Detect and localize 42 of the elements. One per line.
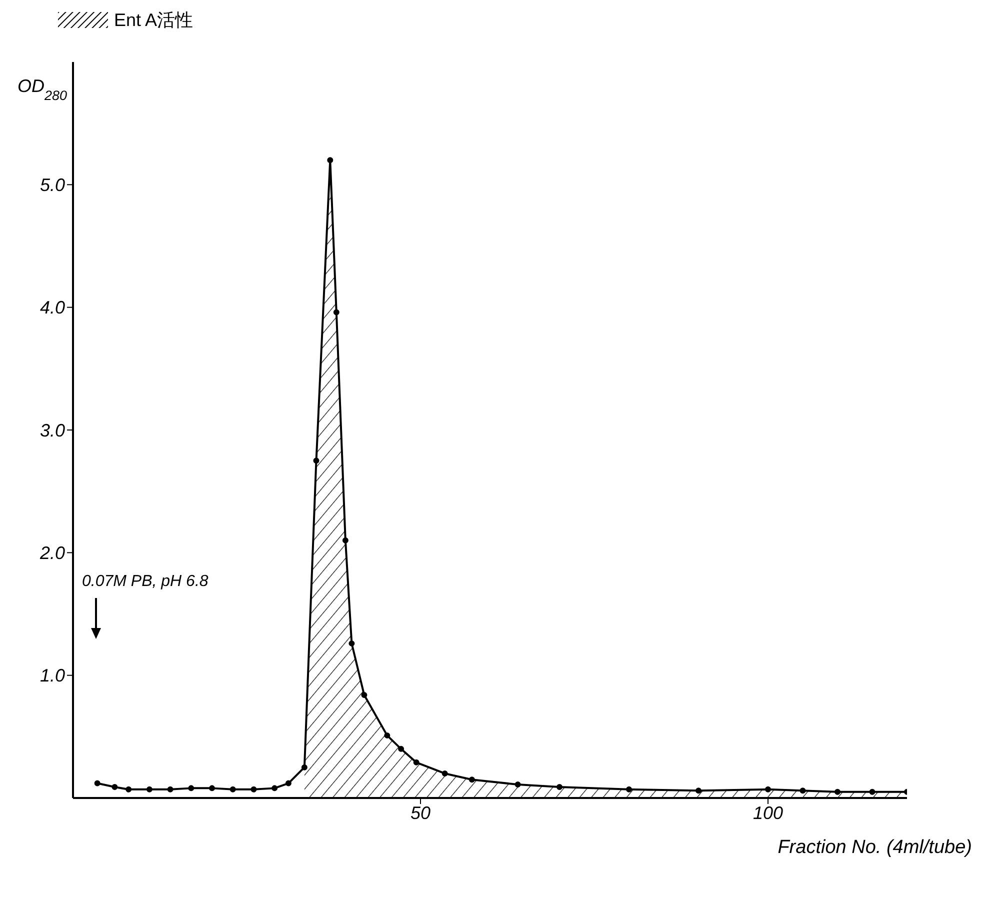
point <box>413 759 420 766</box>
point <box>250 786 257 792</box>
point <box>327 157 334 164</box>
point <box>348 640 355 646</box>
point <box>94 780 100 786</box>
point <box>126 786 132 792</box>
point <box>800 788 806 794</box>
y-axis-title: OD$_{280}$ <box>17 76 68 102</box>
annotation: 0.07M PB, pH 6.8 <box>82 573 208 591</box>
point <box>765 786 771 792</box>
y-tick-label: 1.0 <box>40 666 65 686</box>
point <box>188 785 194 792</box>
text: Ent A活性 <box>114 9 194 32</box>
point <box>556 784 562 790</box>
x-tick-label: 100 <box>752 802 784 823</box>
point <box>361 692 368 698</box>
point <box>285 780 292 786</box>
x-tick-label: 50 <box>410 802 431 823</box>
point <box>696 788 702 794</box>
point <box>272 785 278 792</box>
point <box>869 788 876 795</box>
y-tick-label: 3.0 <box>40 420 65 440</box>
point <box>112 784 118 790</box>
y-tick-label: 2.0 <box>38 543 65 564</box>
point <box>442 770 448 776</box>
point <box>313 458 320 464</box>
point <box>146 786 152 792</box>
point <box>834 788 840 795</box>
point <box>626 786 632 792</box>
point <box>333 309 340 316</box>
x-axis-title: Fraction No. (4ml/tube) <box>778 837 972 858</box>
y-tick-label: 5.0 <box>40 175 65 196</box>
point <box>384 732 390 738</box>
point <box>398 746 404 752</box>
point <box>514 782 521 788</box>
point <box>301 764 308 770</box>
point <box>468 776 475 783</box>
point <box>167 786 174 792</box>
point <box>342 537 348 544</box>
y-tick-label: 4.0 <box>40 298 65 318</box>
point <box>209 785 215 792</box>
point <box>230 786 236 792</box>
